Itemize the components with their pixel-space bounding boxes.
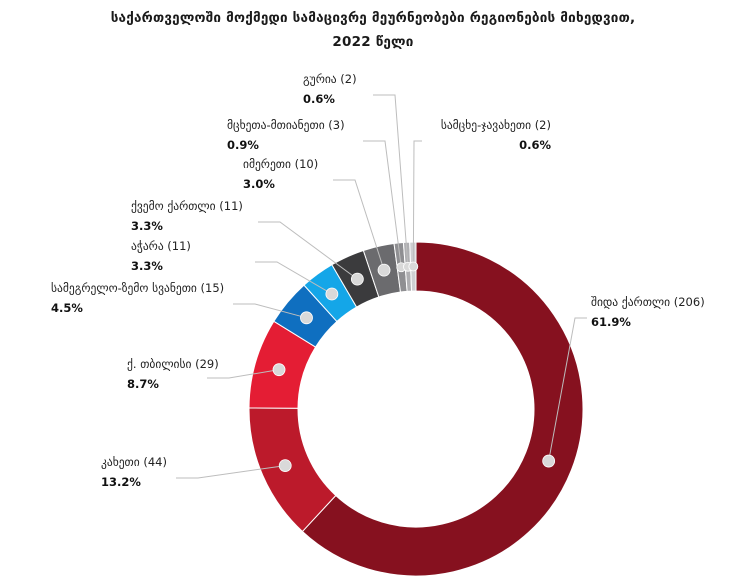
- leader-line-სამცხე-ჯავახეთი: [412, 140, 422, 267]
- leader-line-გურია: [373, 94, 409, 267]
- leader-line-კახეთი: [176, 465, 286, 479]
- label-percent-გურია: 0.6%: [303, 92, 335, 106]
- label-percent-მცხეთა-მთიანეთი: 0.9%: [227, 138, 259, 152]
- chart-title: საქართველოში მოქმედი სამაცივრე მეურნეობე…: [0, 6, 746, 54]
- label-name-გურია: გურია (2): [303, 72, 357, 86]
- label-percent-კახეთი: 13.2%: [101, 475, 141, 489]
- leader-dot-ქ-თბილისი: [272, 363, 286, 377]
- leader-line-შიდა-ქართლი: [548, 317, 587, 462]
- leader-line-სამეგრელო-ზემო-სვანეთი: [233, 303, 307, 319]
- label-percent-შიდა-ქართლი: 61.9%: [591, 315, 631, 329]
- leader-line-ქვემო-ქართლი: [258, 221, 358, 280]
- label-percent-სამცხე-ჯავახეთი: 0.6%: [519, 138, 551, 152]
- chart-title-line-2: 2022 წელი: [332, 34, 414, 50]
- label-name-შიდა-ქართლი: შიდა ქართლი (206): [591, 295, 705, 309]
- leader-dot-ქვემო-ქართლი: [350, 272, 364, 286]
- label-percent-ქ-თბილისი: 8.7%: [127, 377, 159, 391]
- label-name-ქ-თბილისი: ქ. თბილისი (29): [127, 357, 219, 371]
- chart-title-line-1: საქართველოში მოქმედი სამაცივრე მეურნეობე…: [110, 10, 636, 26]
- leader-dot-აჭარა: [325, 287, 339, 301]
- leader-dot-შიდა-ქართლი: [542, 454, 556, 468]
- label-name-კახეთი: კახეთი (44): [101, 455, 167, 469]
- label-name-სამცხე-ჯავახეთი: სამცხე-ჯავახეთი (2): [441, 118, 551, 132]
- leader-line-ქ-თბილისი: [207, 369, 280, 379]
- donut-labels: შიდა ქართლი (206) 61.9% კახეთი (44) 13.2% ქ.…: [51, 72, 705, 489]
- leader-line-იმერეთი: [333, 179, 385, 271]
- leader-dot-სამეგრელო-ზემო-სვანეთი: [300, 311, 313, 325]
- label-percent-სამეგრელო-ზემო-სვანეთი: 4.5%: [51, 301, 83, 315]
- label-percent-აჭარა: 3.3%: [131, 259, 163, 273]
- donut-slices: [248, 241, 584, 577]
- label-name-აჭარა: აჭარა (11): [131, 239, 191, 253]
- slice-შიდა-ქართლი: [301, 241, 584, 577]
- label-percent-ქვემო-ქართლი: 3.3%: [131, 219, 163, 233]
- leader-line-აჭარა: [255, 261, 333, 295]
- leader-dot-კახეთი: [278, 459, 292, 472]
- label-name-ქვემო-ქართლი: ქვემო ქართლი (11): [131, 199, 243, 213]
- label-name-იმერეთი: იმერეთი (10): [243, 157, 318, 171]
- label-percent-იმერეთი: 3.0%: [243, 177, 275, 191]
- label-name-სამეგრელო-ზემო-სვანეთი: სამეგრელო-ზემო სვანეთი (15): [51, 281, 224, 295]
- leader-dot-სამცხე-ჯავახეთი: [408, 261, 419, 272]
- leader-line-მცხეთა-მთიანეთი: [363, 140, 402, 268]
- leader-dot-იმერეთი: [377, 263, 391, 277]
- label-name-მცხეთა-მთიანეთი: მცხეთა-მთიანეთი (3): [227, 118, 345, 132]
